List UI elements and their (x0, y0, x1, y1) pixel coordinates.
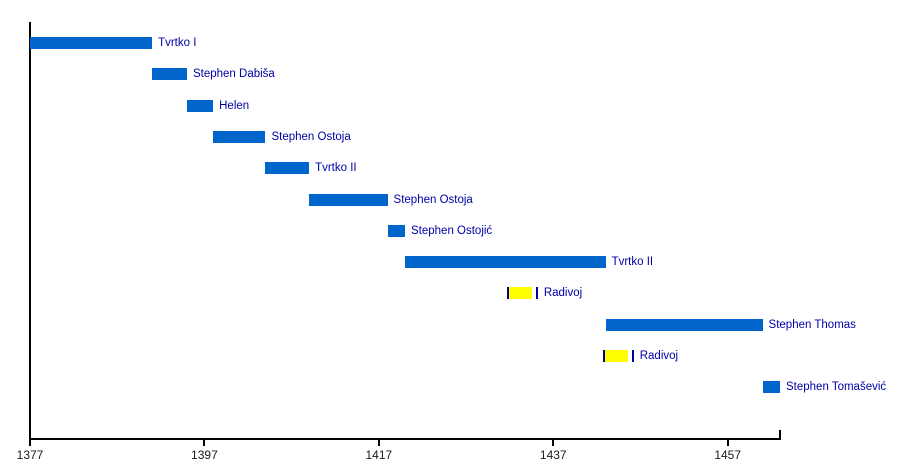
bar-label: Stephen Tomašević (786, 381, 887, 394)
bar-label: Radivoj (543, 287, 583, 300)
timeline-bar (30, 37, 153, 49)
bar-label: Tvrtko II (315, 162, 357, 175)
timeline-bar (762, 381, 780, 394)
timeline-bar-end-tick (535, 287, 538, 300)
x-axis-tick-label: 1377 (16, 448, 44, 462)
bar-label: Tvrtko II (611, 256, 654, 269)
bar-label: Tvrtko I (158, 37, 197, 49)
bar-label: Radivoj (639, 350, 679, 362)
x-axis-tick-label: 1397 (191, 448, 218, 462)
bar-label: Stephen Dabiša (192, 68, 275, 81)
timeline-bar (265, 162, 310, 175)
timeline-bar (405, 256, 606, 269)
timeline-bar (186, 99, 214, 112)
x-axis-tick-label: 1417 (365, 448, 393, 462)
x-axis-tick (726, 438, 729, 446)
x-axis-tick-label: 1457 (714, 448, 742, 462)
x-axis-tick (203, 438, 206, 446)
timeline-bar (605, 318, 763, 331)
bar-label: Stephen Thomas (768, 318, 856, 331)
timeline-bar-end-tick (631, 350, 634, 362)
bar-label: Helen (219, 99, 250, 112)
timeline-bar (387, 224, 405, 237)
y-axis-line (29, 22, 31, 440)
x-axis-endcap (779, 430, 781, 440)
x-axis-tick (377, 438, 380, 446)
timeline-bar-pretender (604, 350, 628, 362)
timeline-bar-pretender (508, 287, 532, 300)
timeline-bar-start-edge (506, 287, 509, 300)
timeline-bar (213, 130, 266, 143)
bar-label: Stephen Ostoja (271, 130, 351, 143)
x-axis-tick (552, 438, 555, 446)
x-axis-tick (29, 438, 31, 446)
x-axis-tick-label: 1437 (539, 448, 567, 462)
bar-label: Stephen Ostoja (393, 193, 473, 206)
timeline-bar-start-edge (602, 350, 605, 362)
bar-label: Stephen Ostojić (411, 224, 493, 237)
x-axis-line (29, 438, 781, 440)
timeline-bar (152, 68, 187, 81)
timeline-bar (309, 193, 388, 206)
